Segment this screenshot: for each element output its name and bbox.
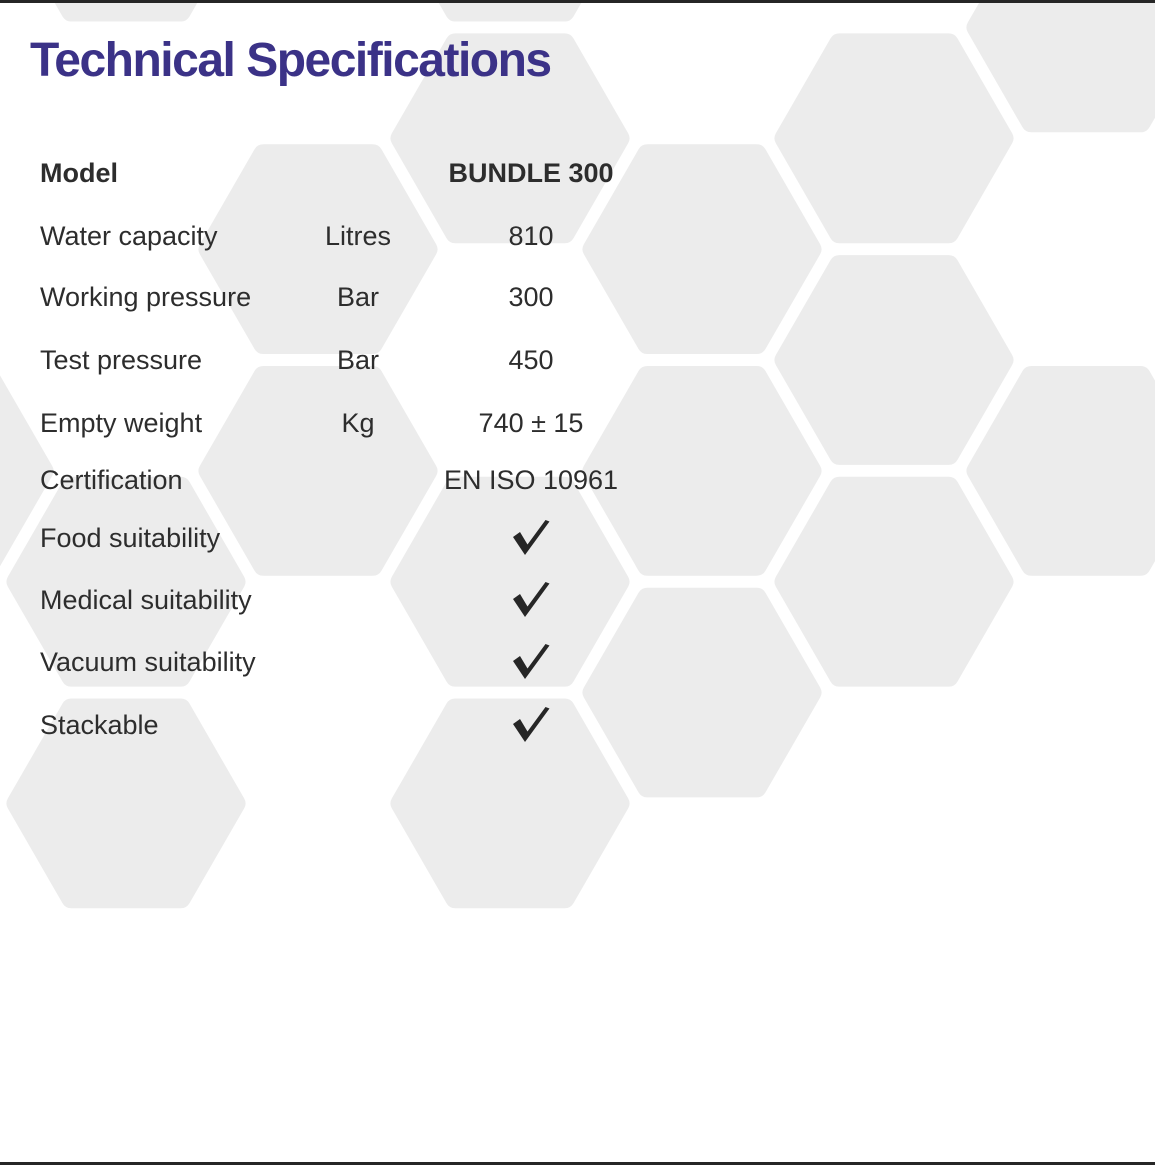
row-label: Working pressure xyxy=(40,281,252,312)
hexagon-shape xyxy=(6,698,246,909)
hexagon-shape xyxy=(774,33,1014,244)
row-unit: Bar xyxy=(336,344,380,375)
row-label: Vacuum suitability xyxy=(40,646,256,677)
table-row: Vacuum suitability xyxy=(0,640,1155,684)
row-value: 300 xyxy=(508,281,554,312)
table-row: Medical suitability xyxy=(0,578,1155,622)
check-icon xyxy=(512,520,549,555)
check-icon xyxy=(512,707,549,742)
hexagon-shape xyxy=(390,476,630,687)
hexagon-shape xyxy=(198,366,438,576)
table-row: Water capacity Litres 810 xyxy=(0,214,1155,258)
hexagon-shape xyxy=(390,33,630,244)
row-unit: Kg xyxy=(341,407,375,438)
row-value: BUNDLE 300 xyxy=(448,157,614,188)
hexagon-shape xyxy=(582,587,822,798)
row-label: Empty weight xyxy=(40,407,203,438)
table-row: Stackable xyxy=(0,703,1155,747)
row-value-check xyxy=(381,640,681,684)
table-row: Food suitability xyxy=(0,516,1155,560)
row-value: 810 xyxy=(508,220,554,251)
row-label: Stackable xyxy=(40,709,159,740)
hexagon-shape xyxy=(6,476,246,687)
table-row: Empty weight Kg 740 ± 15 xyxy=(0,401,1155,445)
bottom-border-bar xyxy=(0,1162,1155,1165)
table-row: Working pressure Bar 300 xyxy=(0,275,1155,319)
row-value-check xyxy=(381,703,681,747)
row-unit: Bar xyxy=(336,281,380,312)
row-value: 450 xyxy=(508,344,554,375)
hexagon-shape xyxy=(390,698,630,909)
table-row: Certification EN ISO 10961 xyxy=(0,458,1155,502)
hexagon-shape xyxy=(966,0,1155,133)
row-value: 740 ± 15 xyxy=(478,407,584,438)
row-label: Certification xyxy=(40,464,183,495)
row-label: Medical suitability xyxy=(40,584,252,615)
row-value-check xyxy=(381,516,681,560)
table-row: Model BUNDLE 300 xyxy=(0,151,1155,195)
page-title: Technical Specifications xyxy=(30,34,552,87)
row-label: Model xyxy=(40,157,118,188)
hexagon-shape xyxy=(582,144,822,354)
hexagon-shape xyxy=(582,366,822,576)
top-border-bar xyxy=(0,0,1155,3)
check-icon xyxy=(512,582,549,617)
row-unit: Litres xyxy=(324,220,392,251)
table-row: Test pressure Bar 450 xyxy=(0,338,1155,382)
hexagon-shape xyxy=(0,375,54,567)
hexagon-shape xyxy=(774,476,1014,687)
row-label: Water capacity xyxy=(40,220,218,251)
row-label: Food suitability xyxy=(40,522,221,553)
row-value-check xyxy=(381,578,681,622)
row-value: EN ISO 10961 xyxy=(443,464,619,495)
hexagon-shape xyxy=(966,366,1155,576)
row-label: Test pressure xyxy=(40,344,203,375)
hexagon-shape xyxy=(774,255,1014,465)
check-icon xyxy=(512,644,549,679)
hexagon-shape xyxy=(198,144,438,354)
